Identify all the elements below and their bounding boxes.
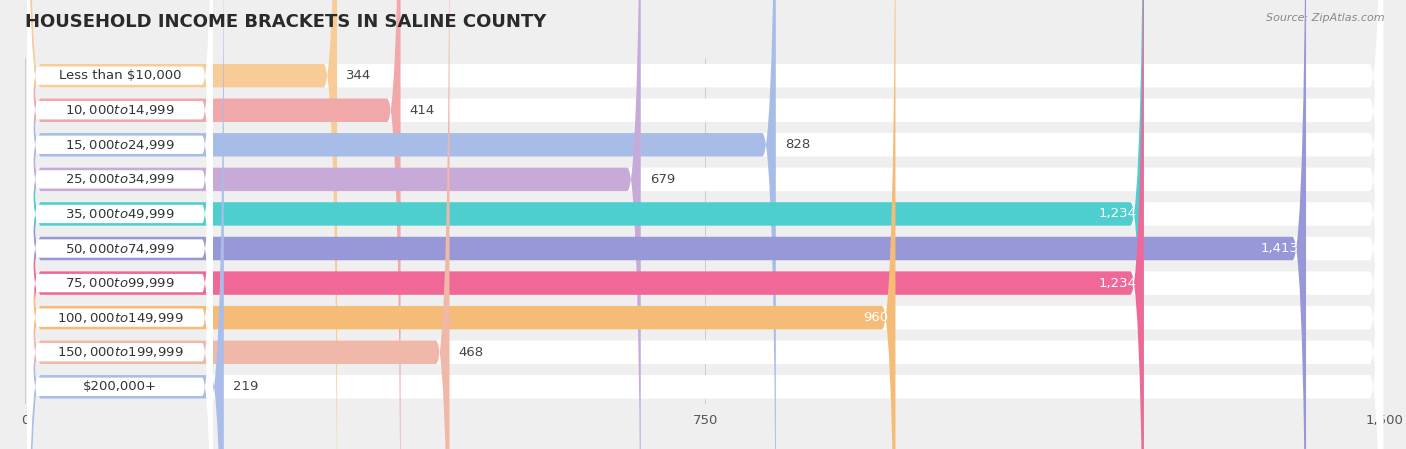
Text: $35,000 to $49,999: $35,000 to $49,999 — [65, 207, 174, 221]
FancyBboxPatch shape — [27, 0, 212, 449]
FancyBboxPatch shape — [27, 0, 641, 449]
Text: Source: ZipAtlas.com: Source: ZipAtlas.com — [1267, 13, 1385, 23]
Text: $200,000+: $200,000+ — [83, 380, 157, 393]
Text: $75,000 to $99,999: $75,000 to $99,999 — [65, 276, 174, 290]
FancyBboxPatch shape — [27, 0, 1384, 449]
FancyBboxPatch shape — [27, 0, 1306, 449]
FancyBboxPatch shape — [27, 0, 224, 449]
FancyBboxPatch shape — [27, 0, 1384, 449]
FancyBboxPatch shape — [27, 0, 1384, 449]
Text: 1,234: 1,234 — [1098, 207, 1136, 220]
Text: 414: 414 — [409, 104, 434, 117]
FancyBboxPatch shape — [27, 0, 1384, 449]
FancyBboxPatch shape — [27, 0, 212, 449]
FancyBboxPatch shape — [27, 0, 401, 449]
Text: 960: 960 — [863, 311, 889, 324]
Text: $150,000 to $199,999: $150,000 to $199,999 — [56, 345, 183, 359]
Text: 1,234: 1,234 — [1098, 277, 1136, 290]
Text: Less than $10,000: Less than $10,000 — [59, 69, 181, 82]
Text: 344: 344 — [346, 69, 371, 82]
FancyBboxPatch shape — [27, 0, 1384, 449]
FancyBboxPatch shape — [27, 0, 212, 449]
FancyBboxPatch shape — [27, 0, 450, 449]
Text: $25,000 to $34,999: $25,000 to $34,999 — [65, 172, 174, 186]
FancyBboxPatch shape — [27, 0, 212, 449]
Text: 679: 679 — [650, 173, 675, 186]
Text: HOUSEHOLD INCOME BRACKETS IN SALINE COUNTY: HOUSEHOLD INCOME BRACKETS IN SALINE COUN… — [25, 13, 547, 31]
FancyBboxPatch shape — [27, 0, 212, 449]
FancyBboxPatch shape — [27, 0, 1384, 449]
FancyBboxPatch shape — [27, 0, 776, 449]
FancyBboxPatch shape — [27, 0, 896, 449]
FancyBboxPatch shape — [27, 0, 1384, 449]
FancyBboxPatch shape — [27, 0, 212, 449]
Text: 219: 219 — [233, 380, 259, 393]
Text: 828: 828 — [785, 138, 810, 151]
FancyBboxPatch shape — [27, 0, 1144, 449]
FancyBboxPatch shape — [27, 0, 1384, 449]
Text: $15,000 to $24,999: $15,000 to $24,999 — [65, 138, 174, 152]
FancyBboxPatch shape — [27, 0, 212, 449]
Text: 468: 468 — [458, 346, 484, 359]
FancyBboxPatch shape — [27, 0, 1384, 449]
Text: $10,000 to $14,999: $10,000 to $14,999 — [65, 103, 174, 117]
FancyBboxPatch shape — [27, 0, 212, 449]
FancyBboxPatch shape — [27, 0, 212, 449]
FancyBboxPatch shape — [27, 0, 337, 449]
Text: $100,000 to $149,999: $100,000 to $149,999 — [56, 311, 183, 325]
FancyBboxPatch shape — [27, 0, 1144, 449]
FancyBboxPatch shape — [27, 0, 1384, 449]
Text: $50,000 to $74,999: $50,000 to $74,999 — [65, 242, 174, 255]
FancyBboxPatch shape — [27, 0, 212, 449]
Text: 1,413: 1,413 — [1261, 242, 1299, 255]
